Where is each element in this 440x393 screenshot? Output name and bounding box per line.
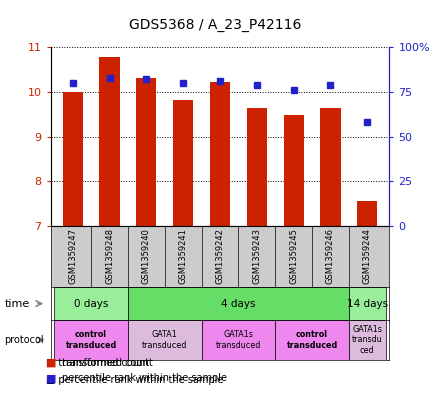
Text: GSM1359246: GSM1359246 [326, 228, 335, 285]
Bar [349, 320, 386, 360]
Text: GATA1s
transduced: GATA1s transduced [216, 330, 261, 350]
Text: GSM1359242: GSM1359242 [216, 228, 224, 285]
Bar [54, 320, 128, 360]
Bar [62, 92, 83, 226]
Text: GSM1359241: GSM1359241 [179, 228, 188, 285]
Text: protocol: protocol [4, 335, 44, 345]
Bar [99, 57, 120, 226]
Text: GSM1359243: GSM1359243 [252, 228, 261, 285]
Text: GSM1359244: GSM1359244 [363, 228, 372, 285]
Bar [173, 100, 193, 226]
Bar [202, 320, 275, 360]
Text: ■ transformed count
■ percentile rank within the sample: ■ transformed count ■ percentile rank wi… [46, 358, 224, 385]
Bar [357, 201, 378, 226]
Text: 4 days: 4 days [221, 299, 256, 309]
Bar [247, 108, 267, 226]
Bar [128, 320, 202, 360]
Bar [349, 287, 386, 320]
Text: GSM1359245: GSM1359245 [289, 228, 298, 285]
Text: time: time [4, 299, 29, 309]
Text: GSM1359248: GSM1359248 [105, 228, 114, 285]
Bar [275, 320, 349, 360]
Text: transformed count: transformed count [62, 358, 152, 368]
Bar [54, 287, 128, 320]
Text: ■: ■ [46, 373, 57, 384]
Text: GSM1359240: GSM1359240 [142, 228, 151, 285]
Text: GATA1s
transdu
ced: GATA1s transdu ced [352, 325, 383, 355]
Text: 14 days: 14 days [347, 299, 388, 309]
Text: control
transduced: control transduced [286, 330, 337, 350]
Text: percentile rank within the sample: percentile rank within the sample [62, 373, 227, 384]
Text: GDS5368 / A_23_P42116: GDS5368 / A_23_P42116 [129, 18, 302, 32]
Text: GSM1359247: GSM1359247 [68, 228, 77, 285]
Bar [136, 77, 157, 226]
Bar [128, 287, 349, 320]
Text: control
transduced: control transduced [66, 330, 117, 350]
Bar [320, 108, 341, 226]
Text: GATA1
transduced: GATA1 transduced [142, 330, 187, 350]
Bar [283, 115, 304, 226]
Bar [210, 82, 230, 226]
Text: ■: ■ [46, 358, 57, 368]
Text: 0 days: 0 days [74, 299, 108, 309]
